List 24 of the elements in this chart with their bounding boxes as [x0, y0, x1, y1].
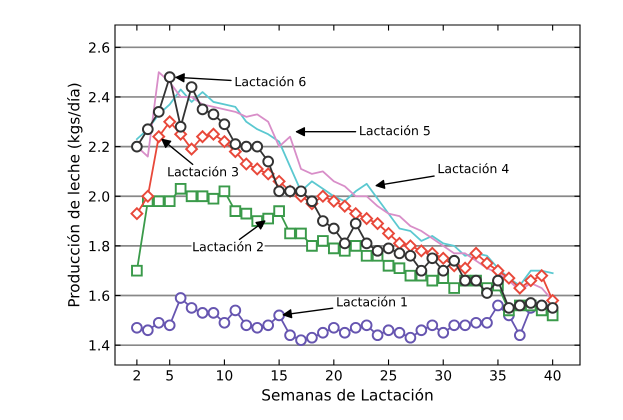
y-tick-label: 2.2 [89, 142, 109, 152]
x-tick-label: 30 [435, 370, 452, 381]
x-axis-title: Semanas de Lactación [262, 388, 432, 401]
annotation: Lactación 4 [438, 163, 509, 174]
y-axis-title: Producción de leche (kgs/día) [67, 84, 82, 306]
x-tick-label: 25 [380, 370, 396, 381]
annotation: Lactación 6 [236, 76, 306, 86]
x-tick-label: 20 [326, 370, 342, 381]
x-tick-label: 2 [133, 370, 140, 380]
x-tick-label: 10 [217, 370, 232, 381]
y-tick-label: 1.8 [90, 240, 110, 252]
x-tick-label: 40 [544, 370, 561, 381]
annotation: Lactación 1 [337, 296, 407, 306]
annotation: Lactación 3 [168, 166, 238, 176]
y-tick-label: 2.4 [89, 92, 110, 102]
x-tick-label: 15 [272, 370, 287, 381]
annotation: Lactación 2 [193, 241, 263, 252]
y-tick-label: 2.6 [89, 42, 110, 53]
x-tick-label: 5 [166, 370, 173, 381]
x-tick-label: 35 [490, 370, 506, 381]
y-tick-label: 2.0 [89, 191, 110, 202]
annotation: Lactación 5 [360, 125, 430, 136]
y-tick-label: 1.4 [90, 340, 110, 350]
y-tick-label: 1.6 [90, 290, 110, 301]
